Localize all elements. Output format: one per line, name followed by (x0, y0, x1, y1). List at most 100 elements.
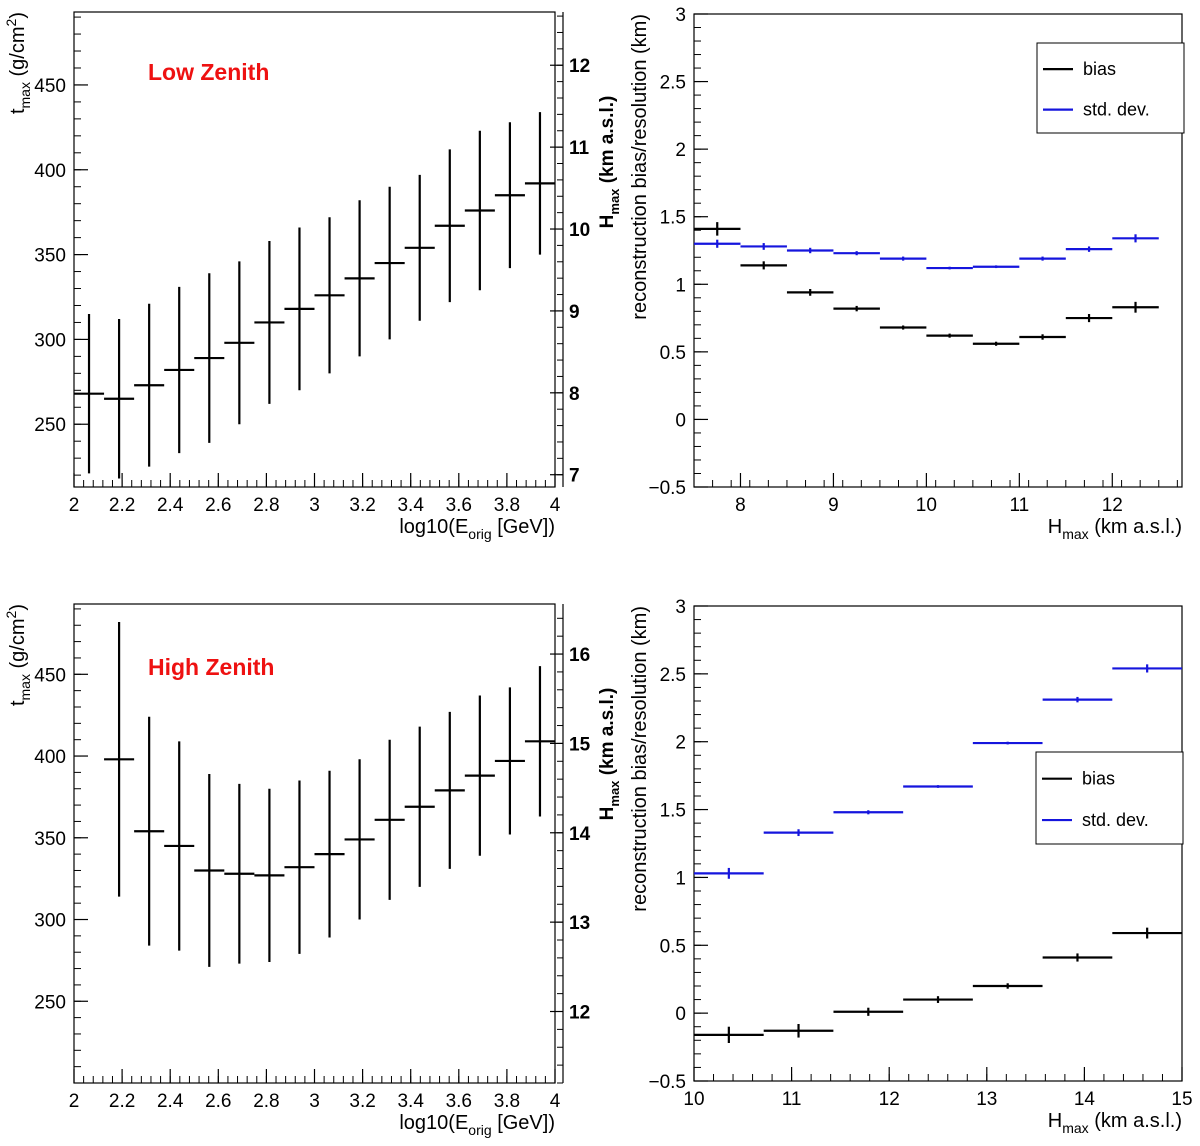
data-point (404, 174, 435, 321)
data-point (254, 241, 285, 404)
data-point (1019, 334, 1066, 340)
y-tick-label: 400 (34, 747, 66, 768)
y-axis-label: tmax (g/cm2) (3, 12, 33, 114)
x-tick-label: 3.2 (349, 495, 375, 516)
y-tick-label: 300 (34, 330, 66, 351)
right-tick-label: 7 (569, 466, 580, 487)
x-tick-label: 2.6 (205, 495, 231, 516)
data-point (194, 774, 225, 967)
x-tick-label: 4 (550, 495, 561, 516)
legend-label: bias (1083, 59, 1116, 79)
data-point (404, 726, 435, 887)
y-tick-label: 1.5 (660, 208, 686, 229)
y-tick-label: 1.5 (660, 801, 686, 822)
data-point (224, 783, 255, 964)
x-tick-label: 3.4 (397, 495, 424, 516)
series-tmax (74, 112, 555, 479)
y-tick-label: 1 (675, 868, 686, 889)
data-point (1065, 246, 1113, 252)
x-tick-label: 3.6 (446, 495, 472, 516)
data-point (833, 810, 904, 815)
right-tick-label: 12 (569, 1003, 590, 1024)
y-tick-label: 2 (675, 733, 686, 754)
x-tick-label: 2.2 (109, 1091, 135, 1112)
y-tick-label: 350 (34, 246, 66, 267)
data-point (1065, 314, 1113, 323)
data-point (374, 739, 405, 900)
data-point (524, 666, 555, 817)
data-point (464, 130, 495, 291)
y-tick-label: 0 (675, 1004, 686, 1025)
x-tick-label: 13 (976, 1089, 997, 1110)
data-point (740, 261, 787, 270)
right-axis-label: Hmax (km a.s.l.) (597, 96, 622, 229)
data-point (134, 303, 165, 467)
y-tick-label: −0.5 (648, 1072, 686, 1093)
right-tick-label: 16 (569, 645, 590, 666)
legend: bias std. dev. (1035, 751, 1184, 845)
y-tick-label: 300 (34, 911, 66, 932)
legend-label: std. dev. (1082, 810, 1149, 830)
x-tick-label: 9 (828, 495, 839, 516)
y-axis-label: reconstruction bias/resolution (km) (629, 606, 651, 912)
data-point (494, 122, 525, 269)
y-axis-label: reconstruction bias/resolution (km) (629, 14, 651, 320)
x-tick-label: 11 (782, 1089, 802, 1110)
data-point (104, 319, 135, 479)
x-axis-label: Hmax (km a.s.l.) (1048, 516, 1182, 542)
data-point (1019, 256, 1066, 261)
x-tick-label: 11 (1009, 495, 1029, 516)
x-tick-label: 12 (879, 1089, 900, 1110)
x-tick-label: 3.8 (494, 495, 520, 516)
panel-low-tmax: 2 2.2 2.4 2.6 2.8 3 3.2 3.4 3.6 3.8 4 250 300 350 400 4… (3, 11, 622, 542)
data-point (284, 780, 315, 954)
y-tick-label: 3 (675, 5, 686, 26)
x-tick-label: 2.2 (109, 495, 135, 516)
y-tick-label: 2.5 (660, 73, 686, 94)
x-tick-label: 2 (69, 1091, 80, 1112)
series-tmax (104, 621, 555, 967)
x-tick-label: 2.4 (157, 495, 184, 516)
series-bias (694, 222, 1159, 346)
series-std-dev- (694, 234, 1159, 270)
plot-frame (73, 11, 556, 488)
legend-label: bias (1082, 769, 1115, 789)
x-tick-label: 12 (1102, 495, 1123, 516)
right-tick-label: 11 (569, 138, 590, 159)
y-tick-label: 250 (34, 992, 66, 1013)
x-tick-label: 2.8 (253, 495, 279, 516)
data-point (903, 785, 973, 788)
x-tick-label: 3.4 (397, 1091, 424, 1112)
data-point (833, 305, 880, 312)
data-point (903, 996, 973, 1003)
right-tick-label: 14 (569, 824, 591, 845)
zenith-annotation: High Zenith (148, 654, 274, 680)
x-tick-label: 3 (309, 1091, 320, 1112)
legend-box (1036, 42, 1185, 134)
data-point (786, 289, 834, 296)
x-tick-label: 3 (309, 495, 320, 516)
data-point (314, 217, 345, 374)
data-point (763, 829, 834, 837)
x-axis-label: log10(Eorig [GeV]) (399, 516, 555, 542)
data-point (344, 759, 375, 920)
x-tick-label: 10 (916, 495, 937, 516)
x-tick-label: 15 (1171, 1089, 1192, 1110)
y-tick-label: 1 (675, 275, 686, 296)
series-std-dev- (694, 664, 1182, 879)
y-tick-label: 0 (675, 410, 686, 431)
data-point (134, 716, 165, 946)
data-point (74, 313, 105, 474)
x-tick-label: 2.6 (205, 1091, 231, 1112)
y-tick-label: −0.5 (648, 478, 686, 499)
data-point (1112, 301, 1159, 313)
x-tick-label: 14 (1074, 1089, 1096, 1110)
data-point (524, 112, 555, 255)
data-point (314, 770, 345, 938)
x-tick-label: 4 (550, 1091, 561, 1112)
data-point (1112, 927, 1182, 939)
x-tick-label: 3.6 (446, 1091, 472, 1112)
data-point (926, 333, 973, 338)
data-point (972, 741, 1043, 745)
